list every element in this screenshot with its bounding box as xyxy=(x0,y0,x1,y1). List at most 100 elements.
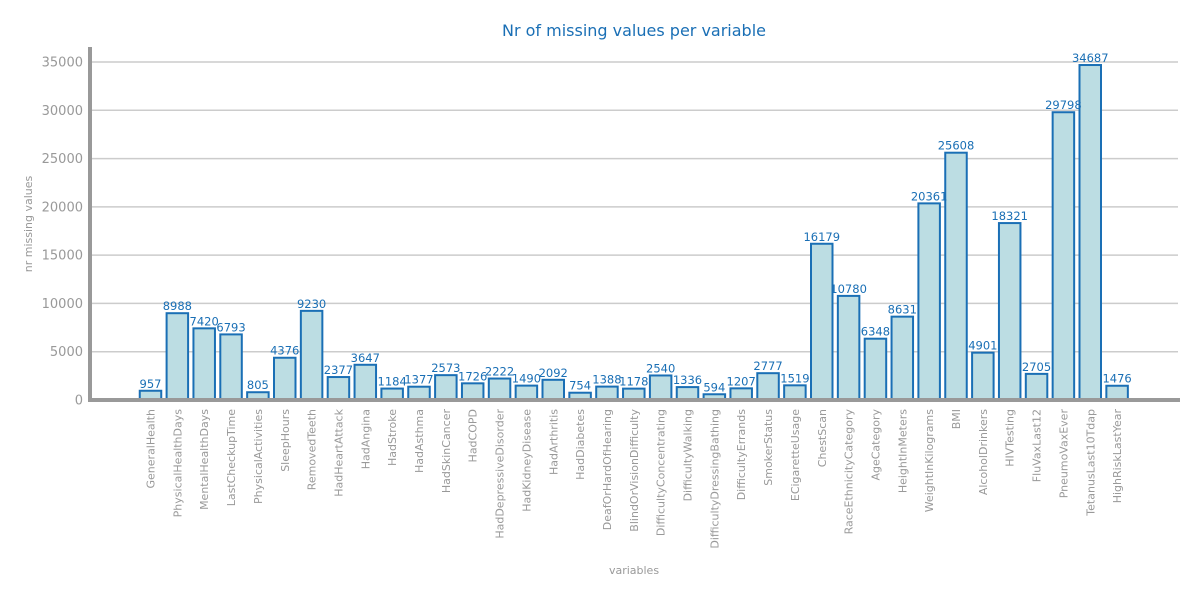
bar xyxy=(997,222,1022,401)
bar xyxy=(595,385,619,401)
data-label: 1377 xyxy=(404,373,433,387)
bar xyxy=(326,376,351,402)
x-tick-labels: GeneralHealth PhysicalHealthDays MentalHea… xyxy=(145,408,1125,548)
bar xyxy=(836,294,861,401)
data-label: 10780 xyxy=(830,282,867,296)
x-tick-label: HadKidneyDisease xyxy=(520,409,533,512)
x-tick-label: BMI xyxy=(950,409,963,429)
gridlines xyxy=(90,61,1178,353)
x-axis-label: variables xyxy=(609,564,659,577)
data-label: 1184 xyxy=(378,375,407,389)
y-tick-label: 30000 xyxy=(42,104,83,119)
data-label: 594 xyxy=(703,380,725,394)
x-tick-label: WeightInKilograms xyxy=(923,409,936,513)
bar xyxy=(165,312,190,401)
x-tick-label: ChestScan xyxy=(816,409,829,467)
y-tick-label: 35000 xyxy=(42,56,83,71)
x-tick-label: TetanusLast10Tdap xyxy=(1084,409,1097,517)
data-label: 25608 xyxy=(938,139,975,153)
x-tick-label: DifficultyConcentrating xyxy=(655,409,668,536)
bar xyxy=(783,384,807,402)
bar xyxy=(863,337,888,402)
data-label: 2092 xyxy=(539,366,568,380)
data-label: 1476 xyxy=(1102,372,1131,386)
x-tick-label: HadAngina xyxy=(359,409,372,469)
bar xyxy=(1051,111,1076,402)
x-tick-label: HadCOPD xyxy=(467,409,480,462)
y-tick-label: 0 xyxy=(75,394,83,409)
data-label: 1490 xyxy=(512,372,541,386)
data-label: 18321 xyxy=(991,209,1028,223)
x-tick-label: HadHeartAttack xyxy=(332,408,345,496)
data-label: 8631 xyxy=(888,303,917,317)
data-label: 805 xyxy=(247,378,269,392)
bar xyxy=(810,242,834,401)
bar xyxy=(944,151,968,401)
x-tick-label: HIVTesting xyxy=(1004,409,1017,467)
data-label: 29798 xyxy=(1045,98,1082,112)
data-label: 20361 xyxy=(911,189,948,203)
data-label: 16179 xyxy=(803,230,840,244)
bar xyxy=(1078,64,1102,402)
x-tick-label: HadArthritis xyxy=(547,409,560,475)
x-tick-label: AlcoholDrinkers xyxy=(977,409,990,495)
x-tick-label: HighRiskLastYear xyxy=(1111,409,1124,504)
x-tick-label: HadStroke xyxy=(386,409,399,466)
x-tick-label: SleepHours xyxy=(279,409,292,472)
x-tick-label: FluVaxLast12 xyxy=(1031,409,1044,482)
bar xyxy=(434,374,458,401)
bar xyxy=(541,378,565,402)
data-label: 2377 xyxy=(324,363,353,377)
data-label: 2705 xyxy=(1022,360,1051,374)
y-tick-label: 15000 xyxy=(42,249,83,264)
data-label: 7420 xyxy=(190,314,219,328)
data-label: 2777 xyxy=(753,359,782,373)
data-label: 2540 xyxy=(646,361,675,375)
data-label: 1336 xyxy=(673,373,702,387)
bar xyxy=(917,202,941,401)
bar xyxy=(299,309,324,401)
data-label: 2222 xyxy=(485,365,514,379)
x-tick-label: GeneralHealth xyxy=(145,409,158,488)
x-tick-label: DifficultyDressingBathing xyxy=(708,409,721,549)
bars xyxy=(138,64,1129,402)
bar xyxy=(1024,372,1049,402)
bar xyxy=(219,333,243,401)
bar xyxy=(756,372,780,402)
data-label: 8988 xyxy=(163,299,192,313)
x-tick-label: HadDiabetes xyxy=(574,409,587,480)
data-label: 754 xyxy=(569,379,591,393)
y-tick-label: 10000 xyxy=(42,297,83,312)
bar xyxy=(971,351,995,402)
data-label: 6793 xyxy=(216,320,245,334)
bar xyxy=(1105,384,1129,402)
x-tick-label: RaceEthnicityCategory xyxy=(843,409,856,535)
bar xyxy=(890,315,915,401)
data-label: 2573 xyxy=(431,361,460,375)
bar xyxy=(487,377,512,402)
chart-title: Nr of missing values per variable xyxy=(502,21,766,40)
y-tick-label: 20000 xyxy=(42,200,83,215)
bar xyxy=(514,384,539,402)
x-tick-label: ECigaretteUsage xyxy=(789,409,802,501)
bar xyxy=(460,382,485,401)
data-labels: 9578988742067938054376923023773647118413… xyxy=(140,51,1132,394)
x-tick-label: MentalHealthDays xyxy=(198,409,211,510)
data-label: 1178 xyxy=(619,375,648,389)
bar xyxy=(353,363,378,401)
data-label: 3647 xyxy=(351,351,380,365)
data-label: 957 xyxy=(140,377,162,391)
x-tick-label: HadSkinCancer xyxy=(440,409,453,494)
bar xyxy=(648,374,673,401)
y-tick-labels: 0 5000 10000 15000 20000 25000 30000 35000 xyxy=(42,56,83,409)
data-label: 1388 xyxy=(592,373,621,387)
y-tick-label: 25000 xyxy=(42,152,83,167)
data-label: 4376 xyxy=(270,344,299,358)
bar xyxy=(273,356,297,402)
x-tick-label: DifficultyWalking xyxy=(682,409,695,501)
data-label: 4901 xyxy=(968,339,997,353)
data-label: 1207 xyxy=(727,374,756,388)
x-tick-label: HadAsthma xyxy=(413,409,426,473)
x-tick-label: AgeCategory xyxy=(869,409,882,481)
